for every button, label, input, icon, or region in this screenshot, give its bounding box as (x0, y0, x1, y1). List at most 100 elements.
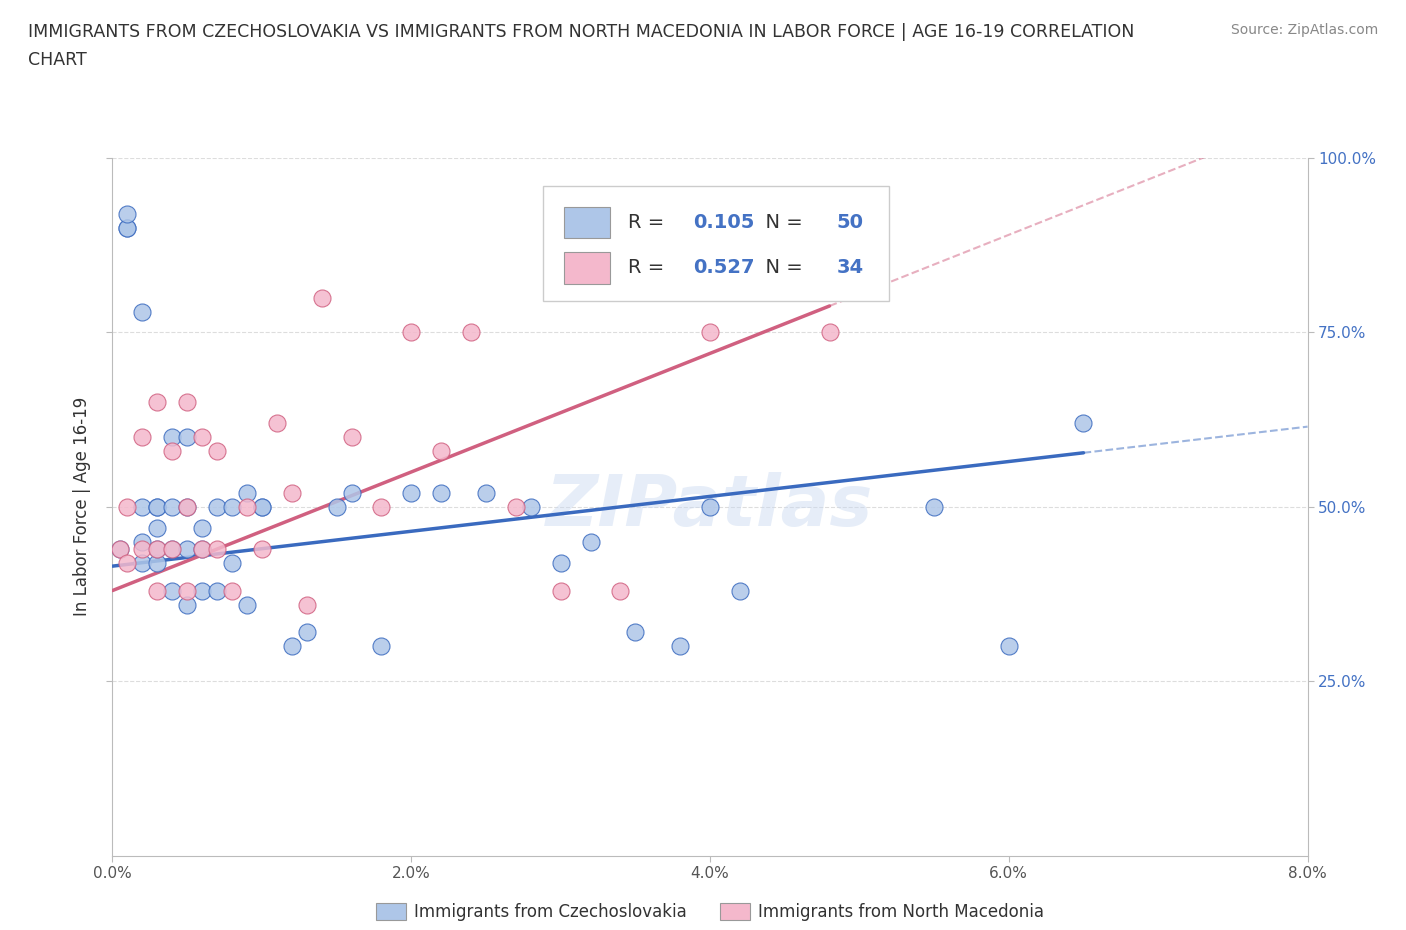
Point (295, 625, 318, 640)
Point (117, 499, 139, 514)
Point (295, 597, 318, 612)
Point (624, 625, 647, 640)
Point (191, 521, 214, 536)
Point (176, 499, 198, 514)
Point (162, 541, 183, 556)
Point (728, 583, 751, 598)
Point (176, 541, 198, 556)
Point (117, 206, 139, 221)
Point (146, 499, 169, 514)
Y-axis label: In Labor Force | Age 16-19: In Labor Force | Age 16-19 (73, 397, 91, 617)
Point (669, 639, 692, 654)
Point (117, 220, 139, 235)
Point (236, 597, 259, 612)
Point (997, 639, 1019, 654)
Point (131, 555, 153, 570)
Point (430, 444, 453, 458)
Point (221, 583, 243, 598)
Point (146, 521, 169, 536)
Point (146, 583, 169, 598)
Point (108, 541, 131, 556)
Point (221, 555, 243, 570)
Point (266, 416, 288, 431)
Text: IMMIGRANTS FROM CZECHOSLOVAKIA VS IMMIGRANTS FROM NORTH MACEDONIA IN LABOR FORCE: IMMIGRANTS FROM CZECHOSLOVAKIA VS IMMIGR… (28, 23, 1135, 41)
Point (176, 597, 198, 612)
Point (146, 541, 169, 556)
Point (176, 430, 198, 445)
FancyBboxPatch shape (543, 186, 889, 301)
FancyBboxPatch shape (564, 207, 610, 238)
Point (205, 444, 228, 458)
Point (108, 541, 131, 556)
Point (146, 499, 169, 514)
Point (176, 394, 198, 409)
Text: ZIPatlas: ZIPatlas (547, 472, 873, 541)
Point (430, 485, 453, 500)
Point (205, 583, 228, 598)
Point (146, 555, 169, 570)
Point (818, 326, 841, 340)
Point (221, 499, 243, 514)
Text: Source: ZipAtlas.com: Source: ZipAtlas.com (1230, 23, 1378, 37)
Point (370, 499, 392, 514)
Point (162, 499, 183, 514)
Point (131, 304, 153, 319)
Point (162, 444, 183, 458)
Text: R =: R = (627, 259, 671, 277)
Point (205, 541, 228, 556)
Point (550, 583, 572, 598)
Point (401, 326, 423, 340)
Point (250, 499, 273, 514)
Point (505, 499, 527, 514)
Point (131, 499, 153, 514)
FancyBboxPatch shape (564, 252, 610, 284)
Point (340, 485, 363, 500)
Point (325, 499, 347, 514)
Point (162, 583, 183, 598)
Point (191, 541, 214, 556)
Point (699, 326, 721, 340)
Point (191, 583, 214, 598)
Text: N =: N = (754, 213, 808, 232)
Text: 0.105: 0.105 (693, 213, 755, 232)
Point (250, 499, 273, 514)
Point (609, 583, 631, 598)
Point (281, 485, 304, 500)
Point (236, 485, 259, 500)
Point (236, 499, 259, 514)
Point (401, 485, 423, 500)
Point (176, 583, 198, 598)
Point (191, 541, 214, 556)
Text: 50: 50 (837, 213, 863, 232)
Point (340, 430, 363, 445)
Point (1073, 416, 1095, 431)
Point (117, 220, 139, 235)
Point (131, 534, 153, 549)
Point (117, 555, 139, 570)
Text: CHART: CHART (28, 51, 87, 69)
Point (250, 541, 273, 556)
Point (146, 394, 169, 409)
Point (311, 290, 333, 305)
Point (460, 326, 482, 340)
Point (205, 499, 228, 514)
Legend: Immigrants from Czechoslovakia, Immigrants from North Macedonia: Immigrants from Czechoslovakia, Immigran… (368, 896, 1052, 927)
Point (922, 499, 945, 514)
Text: R =: R = (627, 213, 671, 232)
Point (579, 534, 602, 549)
Point (550, 555, 572, 570)
Point (131, 430, 153, 445)
Text: 34: 34 (837, 259, 863, 277)
Point (162, 541, 183, 556)
Point (281, 639, 304, 654)
Point (520, 499, 543, 514)
Point (146, 541, 169, 556)
Point (475, 485, 498, 500)
Point (162, 430, 183, 445)
Point (131, 541, 153, 556)
Text: 0.527: 0.527 (693, 259, 755, 277)
Text: N =: N = (754, 259, 808, 277)
Point (191, 430, 214, 445)
Point (176, 499, 198, 514)
Point (699, 499, 721, 514)
